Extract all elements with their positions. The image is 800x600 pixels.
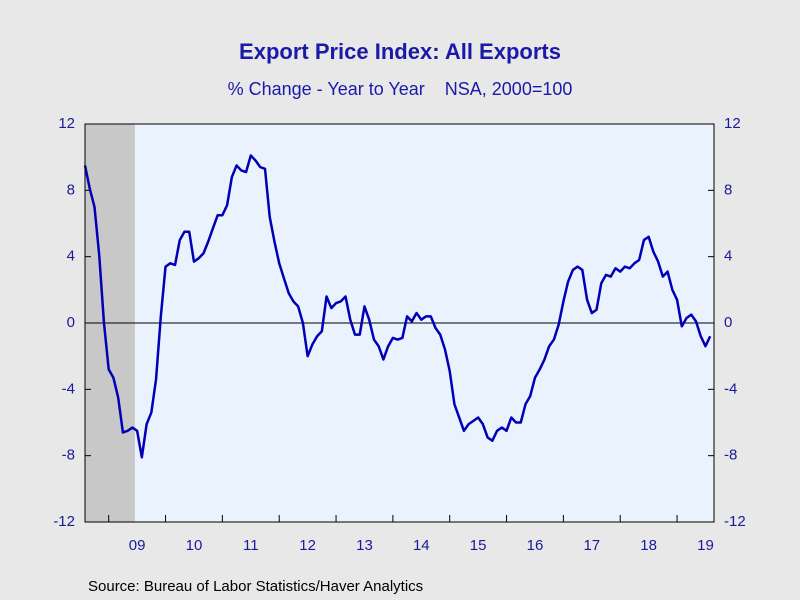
- y2-tick-label: 0: [724, 314, 732, 331]
- y2-tick-label: -8: [724, 447, 737, 464]
- y2-tick-label: -12: [724, 513, 746, 530]
- plot-frame: [84, 123, 715, 523]
- x-tick-label: 17: [583, 537, 600, 554]
- x-tick-label: 15: [470, 537, 487, 554]
- x-tick-label: 13: [356, 537, 373, 554]
- y-tick-label: 4: [67, 248, 75, 265]
- y-tick-label: 0: [67, 314, 75, 331]
- data-line: [83, 154, 712, 459]
- y2-tick-label: 8: [724, 181, 732, 198]
- source-note: Source: Bureau of Labor Statistics/Haver…: [88, 578, 423, 595]
- x-tick-label: 16: [527, 537, 544, 554]
- x-tick-label: 12: [299, 537, 316, 554]
- y2-tick-label: 4: [724, 248, 732, 265]
- y2-tick-label: -4: [724, 380, 737, 397]
- y-tick-label: -12: [53, 513, 75, 530]
- y-tick-label: 12: [58, 115, 75, 132]
- x-tick-label: 14: [413, 537, 430, 554]
- x-tick-label: 19: [697, 537, 714, 554]
- y-tick-label: -8: [62, 447, 75, 464]
- y2-tick-label: 12: [724, 115, 741, 132]
- x-tick-label: 10: [186, 537, 203, 554]
- x-tick-label: 09: [129, 537, 146, 554]
- chart-title: Export Price Index: All Exports: [239, 39, 561, 64]
- y-tick-label: -4: [62, 380, 75, 397]
- x-tick-label: 18: [640, 537, 657, 554]
- chart-subtitle: % Change - Year to Year NSA, 2000=100: [228, 79, 573, 99]
- y-tick-label: 8: [67, 181, 75, 198]
- x-tick-label: 11: [243, 537, 259, 554]
